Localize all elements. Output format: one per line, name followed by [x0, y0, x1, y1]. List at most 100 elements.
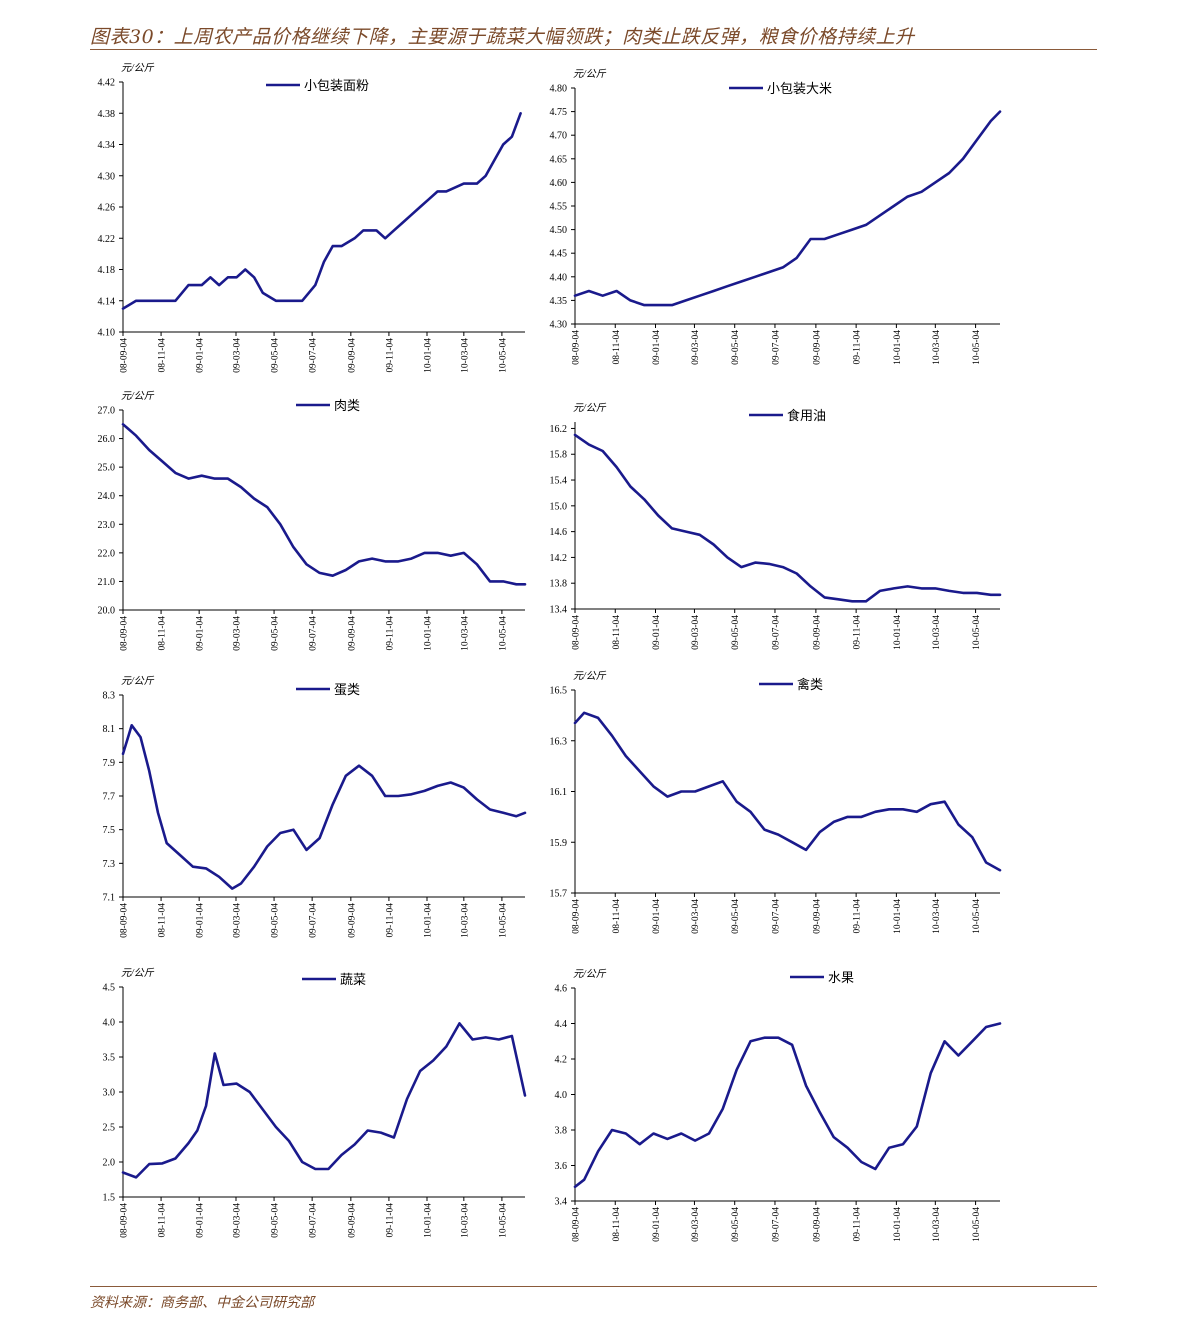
y-tick-label: 4.60	[550, 178, 568, 189]
y-tick-label: 4.0	[103, 1018, 116, 1029]
x-tick-label: 09-03-04	[232, 1203, 242, 1238]
x-tick-label: 10-05-04	[972, 899, 982, 934]
x-tick-label: 08-09-04	[120, 616, 130, 651]
x-tick-label: 09-09-04	[347, 1203, 357, 1238]
x-tick-label: 09-01-04	[652, 899, 662, 934]
y-tick-label: 4.38	[98, 109, 116, 120]
x-tick-label: 09-09-04	[347, 903, 357, 938]
x-tick-label: 10-03-04	[460, 616, 470, 651]
x-tick-label: 09-05-04	[271, 616, 281, 651]
y-tick-label: 16.1	[550, 787, 568, 798]
y-tick-label: 14.2	[550, 553, 568, 564]
x-tick-label: 09-05-04	[271, 1203, 281, 1238]
y-tick-label: 20.0	[98, 606, 116, 617]
y-tick-label: 4.22	[98, 234, 116, 245]
y-tick-label: 4.35	[550, 296, 568, 307]
y-tick-label: 3.0	[103, 1088, 116, 1099]
y-tick-label: 4.26	[98, 203, 116, 214]
x-tick-label: 09-07-04	[771, 615, 781, 650]
y-tick-label: 24.0	[98, 491, 116, 502]
y-tick-label: 4.34	[98, 140, 116, 151]
x-tick-label: 09-01-04	[196, 616, 206, 651]
y-tick-label: 4.14	[98, 296, 116, 307]
x-tick-label: 09-01-04	[196, 903, 206, 938]
x-tick-label: 08-11-04	[612, 1207, 622, 1242]
y-tick-label: 13.8	[550, 579, 568, 590]
chart-panel: 元/公斤 4.10 4.14 4.18 4.22 4.26 4.30 4.34 4.38 4.42…	[98, 62, 525, 373]
legend-label: 肉类	[334, 399, 360, 414]
x-tick-label: 09-11-04	[853, 1207, 863, 1242]
series-line	[121, 723, 527, 890]
x-tick-label: 08-09-04	[572, 1207, 582, 1242]
x-tick-label: 09-01-04	[652, 330, 662, 365]
x-tick-label: 09-07-04	[771, 1207, 781, 1242]
x-tick-label: 10-03-04	[932, 615, 942, 650]
legend-label: 食用油	[787, 408, 826, 424]
chart-panel: 元/公斤 15.7 15.9 16.1 16.3 16.5 08-09-04 08-11-04…	[550, 670, 1002, 934]
y-tick-label: 7.5	[103, 825, 116, 836]
x-tick-label: 09-05-04	[731, 1207, 741, 1242]
y-tick-label: 16.3	[550, 736, 568, 747]
y-tick-label: 15.0	[550, 501, 568, 512]
series-line	[121, 112, 522, 310]
series-line	[121, 1022, 527, 1179]
y-tick-label: 3.5	[103, 1053, 116, 1064]
x-tick-label: 09-01-04	[196, 1203, 206, 1238]
unit-label: 元/公斤	[121, 675, 155, 687]
x-tick-label: 10-03-04	[460, 903, 470, 938]
x-tick-label: 08-09-04	[120, 338, 130, 373]
y-tick-label: 4.40	[550, 272, 568, 283]
series-line	[573, 711, 1002, 872]
x-tick-label: 09-09-04	[347, 338, 357, 373]
x-tick-label: 09-07-04	[309, 338, 319, 373]
x-tick-label: 09-03-04	[691, 1207, 701, 1242]
x-tick-label: 09-01-04	[652, 1207, 662, 1242]
chart-panel: 元/公斤 4.30 4.35 4.40 4.45 4.50 4.55 4.60 4.65 4.70…	[550, 68, 1002, 365]
x-tick-label: 10-03-04	[460, 1203, 470, 1238]
legend-label: 小包装大米	[767, 82, 832, 97]
x-tick-label: 10-05-04	[972, 615, 982, 650]
x-tick-label: 09-03-04	[691, 899, 701, 934]
x-tick-label: 09-05-04	[731, 615, 741, 650]
x-tick-label: 09-11-04	[853, 899, 863, 934]
y-tick-label: 4.65	[550, 154, 568, 165]
x-tick-label: 09-03-04	[691, 615, 701, 650]
x-tick-label: 09-11-04	[385, 616, 395, 651]
y-tick-label: 25.0	[98, 463, 116, 474]
legend-label: 蔬菜	[340, 973, 366, 988]
unit-label: 元/公斤	[121, 967, 155, 979]
x-tick-label: 09-07-04	[309, 903, 319, 938]
unit-label: 元/公斤	[573, 670, 607, 682]
x-tick-label: 09-09-04	[812, 1207, 822, 1242]
x-tick-label: 10-05-04	[498, 903, 508, 938]
x-tick-label: 10-01-04	[893, 1207, 903, 1242]
y-tick-label: 4.5	[103, 983, 116, 994]
x-tick-label: 09-05-04	[271, 338, 281, 373]
y-tick-label: 3.8	[555, 1126, 568, 1137]
x-tick-label: 08-09-04	[120, 1203, 130, 1238]
x-tick-label: 09-07-04	[771, 899, 781, 934]
x-tick-label: 08-09-04	[572, 615, 582, 650]
x-tick-label: 10-03-04	[932, 330, 942, 365]
source-note: 资料来源：商务部、中金公司研究部	[90, 1295, 314, 1311]
x-tick-label: 09-05-04	[271, 903, 281, 938]
unit-label: 元/公斤	[573, 402, 607, 414]
figure-header: 图表30：上周农产品价格继续下降，主要源于蔬菜大幅领跌；肉类止跌反弹，粮食价格持…	[90, 22, 1095, 48]
x-tick-label: 09-03-04	[232, 338, 242, 373]
x-tick-label: 08-09-04	[572, 330, 582, 365]
x-tick-label: 10-01-04	[893, 899, 903, 934]
x-tick-label: 09-09-04	[812, 330, 822, 365]
legend-label: 禽类	[797, 677, 823, 693]
y-tick-label: 8.1	[103, 724, 116, 735]
x-tick-label: 10-05-04	[972, 330, 982, 365]
x-tick-label: 10-05-04	[498, 1203, 508, 1238]
y-tick-label: 1.5	[103, 1193, 116, 1204]
x-tick-label: 08-11-04	[612, 899, 622, 934]
x-tick-label: 10-01-04	[423, 338, 433, 373]
y-tick-label: 4.0	[555, 1090, 568, 1101]
chart-panel: 元/公斤 7.1 7.3 7.5 7.7 7.9 8.1 8.3 08-09-04 08-11-0…	[103, 675, 527, 938]
x-tick-label: 10-03-04	[932, 1207, 942, 1242]
x-tick-label: 10-05-04	[498, 338, 508, 373]
x-tick-label: 10-05-04	[498, 616, 508, 651]
